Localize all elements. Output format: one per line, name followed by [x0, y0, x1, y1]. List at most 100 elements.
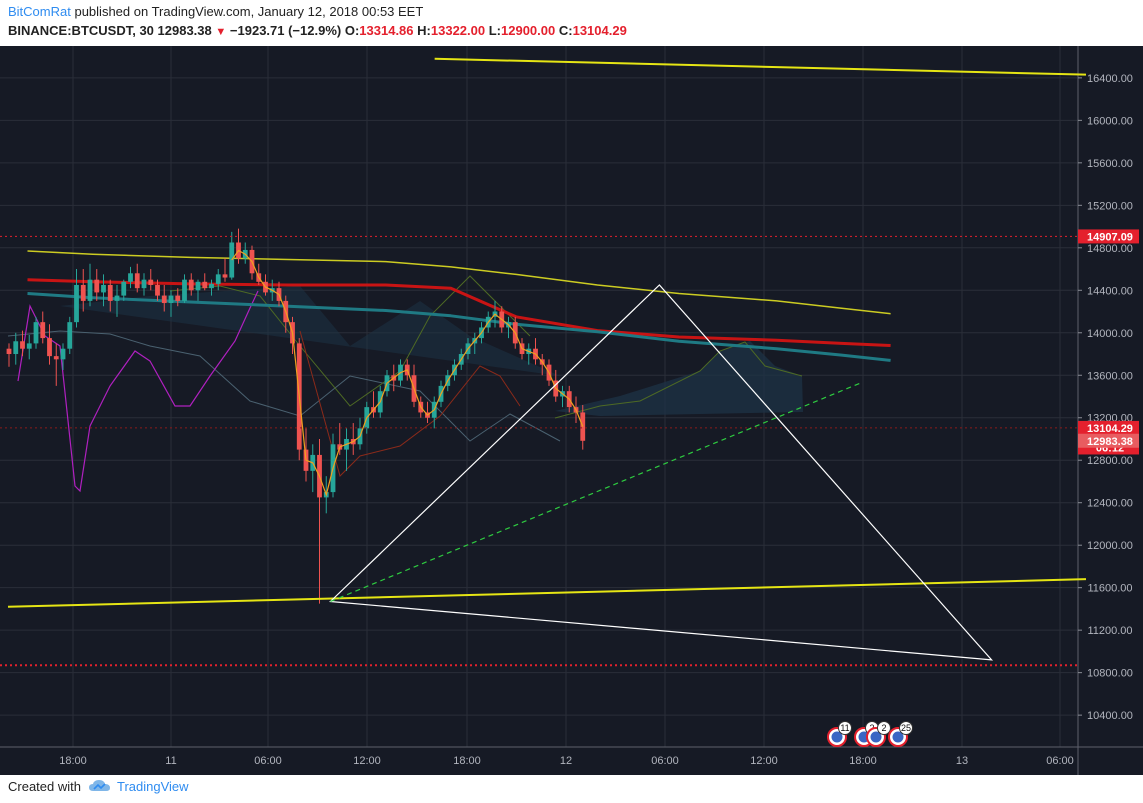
price-label-box: [1078, 420, 1139, 435]
chart-area[interactable]: 10400.00 10800.00 11200.00 11600.00 12000.00…: [0, 46, 1143, 775]
white-triangle-pattern: [329, 284, 994, 661]
moving-average-teal: [27, 292, 891, 362]
publish-header: BitComRat published on TradingView.com, …: [0, 0, 1143, 46]
price-label-box: [1078, 433, 1139, 448]
price-tick-label: 15600.00: [1087, 158, 1133, 170]
candle-body: [202, 281, 208, 289]
symbol-ohlc-line: BINANCE:BTCUSDT, 30 12983.38 ▼ −1923.71 …: [8, 23, 627, 38]
price-tick-label: 13600.00: [1087, 370, 1133, 382]
time-tick-label: 18:00: [849, 755, 877, 767]
time-tick-label: 06:00: [1046, 755, 1074, 767]
fast-ema-line: [231, 249, 584, 497]
candle-body: [161, 295, 167, 304]
candle-body: [33, 322, 39, 344]
price-tick-label: 12400.00: [1087, 498, 1133, 510]
event-count-label: 25: [901, 723, 911, 733]
tradingview-brand[interactable]: TradingView: [117, 779, 189, 794]
price-label-text: 13104.29: [1087, 423, 1133, 435]
price-tick-label: 10800.00: [1087, 668, 1133, 680]
candle-body: [134, 273, 140, 289]
candle-body: [13, 341, 19, 355]
time-tick-label: 18:00: [453, 755, 481, 767]
down-arrow-icon: ▼: [215, 26, 227, 38]
candle-body: [40, 322, 46, 339]
close-label: C:: [558, 23, 573, 38]
candle-body: [67, 322, 73, 349]
candle-body: [188, 279, 194, 291]
time-tick-label: 13: [956, 755, 968, 767]
price-label-text: 14907.09: [1087, 231, 1133, 243]
candle-body: [195, 281, 201, 291]
price-tick-label: 11600.00: [1087, 583, 1132, 595]
price-tick-label: 12000.00: [1087, 540, 1133, 552]
candle-body: [175, 295, 181, 301]
price-tick-label: 11200.00: [1087, 625, 1132, 637]
symbol-label: BINANCE:BTCUSDT, 30: [8, 23, 154, 38]
candle-body: [182, 279, 187, 301]
event-count-badge: [899, 721, 913, 735]
candle-body: [141, 279, 147, 289]
candle-body: [128, 273, 133, 282]
candle-body: [6, 348, 12, 355]
open-value: 13314.86: [359, 23, 414, 38]
candle-body: [209, 283, 214, 289]
author-link[interactable]: BitComRat: [8, 4, 71, 19]
yellow-trendline: [7, 578, 1087, 608]
last-price: 12983.38: [157, 23, 212, 38]
candle-body: [47, 338, 52, 357]
tradingview-cloud-icon: [89, 780, 110, 791]
price-tick-label: 16000.00: [1087, 115, 1133, 127]
time-tick-label: 12:00: [353, 755, 381, 767]
price-tick-label: 15200.00: [1087, 200, 1133, 212]
event-count-label: 2: [881, 723, 886, 733]
high-value: 13322.00: [430, 23, 486, 38]
time-tick-label: 18:00: [59, 755, 87, 767]
event-count-badge: [838, 721, 852, 735]
candle-body: [101, 284, 106, 293]
time-tick-label: 12:00: [750, 755, 778, 767]
yellow-trendline: [434, 57, 1087, 76]
close-value: 13104.29: [572, 23, 627, 38]
chikou-span-line: [17, 290, 259, 493]
event-flag-icon[interactable]: 25: [888, 721, 913, 747]
time-tick-label: 11: [165, 755, 176, 767]
us-flag-icon: [892, 731, 904, 743]
chart-canvas[interactable]: 10400.00 10800.00 11200.00 11600.00 12000.00…: [0, 46, 1143, 775]
created-with-text: Created with: [8, 779, 81, 794]
candle-body: [155, 284, 160, 296]
price-tick-label: 10400.00: [1087, 710, 1133, 722]
moving-average-yellow: [27, 250, 891, 315]
event-flag-icon[interactable]: 11: [827, 721, 852, 747]
kijun-line: [299, 330, 521, 477]
publish-info: BitComRat published on TradingView.com, …: [8, 4, 423, 19]
candle-body: [229, 242, 235, 278]
price-tick-label: 14000.00: [1087, 328, 1133, 340]
ichimoku-cloud: [555, 341, 803, 416]
past-cloud: [60, 286, 560, 376]
price-axis-panel: [1078, 46, 1143, 775]
high-label: H:: [417, 23, 431, 38]
candle-body: [26, 343, 32, 349]
low-label: L:: [488, 23, 502, 38]
green-dashed-trendline: [330, 382, 862, 603]
open-label: O:: [344, 23, 360, 38]
price-tick-label: 14400.00: [1087, 285, 1133, 297]
published-text: published on TradingView.com, January 12…: [70, 4, 424, 19]
candle-body: [107, 284, 113, 301]
candle-body: [74, 284, 79, 323]
candle-body: [94, 279, 100, 293]
candle-body: [114, 295, 120, 301]
price-change: −1923.71 (−12.9%): [229, 23, 342, 38]
candle-body: [215, 274, 221, 284]
footer: Created with TradingView: [0, 775, 1143, 803]
candle-body: [60, 348, 66, 360]
event-flag-icon[interactable]: 2: [866, 721, 891, 747]
time-tick-label: 06:00: [651, 755, 679, 767]
price-tick-label: 16400.00: [1087, 73, 1133, 85]
candle-body: [148, 279, 154, 285]
candle-body: [222, 274, 228, 278]
price-tick-label: 14800.00: [1087, 243, 1133, 255]
time-tick-label: 06:00: [254, 755, 282, 767]
moving-average-red: [27, 278, 891, 347]
price-label-text: 12983.38: [1087, 436, 1133, 448]
